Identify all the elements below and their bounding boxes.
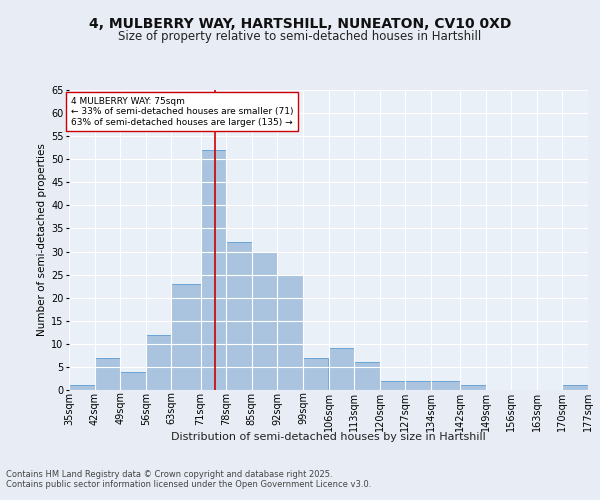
Text: 4, MULBERRY WAY, HARTSHILL, NUNEATON, CV10 0XD: 4, MULBERRY WAY, HARTSHILL, NUNEATON, CV… [89, 18, 511, 32]
Bar [146, 334, 172, 390]
Text: Size of property relative to semi-detached houses in Hartshill: Size of property relative to semi-detach… [118, 30, 482, 43]
Bar [277, 274, 303, 390]
Bar [172, 284, 200, 390]
Text: 4 MULBERRY WAY: 75sqm
← 33% of semi-detached houses are smaller (71)
63% of semi: 4 MULBERRY WAY: 75sqm ← 33% of semi-deta… [71, 97, 293, 126]
Bar [405, 381, 431, 390]
Bar [431, 381, 460, 390]
Bar [226, 242, 252, 390]
Bar [69, 386, 95, 390]
Text: Distribution of semi-detached houses by size in Hartshill: Distribution of semi-detached houses by … [172, 432, 486, 442]
Bar [562, 386, 588, 390]
Bar [303, 358, 329, 390]
Bar [329, 348, 354, 390]
Bar [120, 372, 146, 390]
Y-axis label: Number of semi-detached properties: Number of semi-detached properties [37, 144, 47, 336]
Bar [252, 252, 277, 390]
Text: Contains HM Land Registry data © Crown copyright and database right 2025.
Contai: Contains HM Land Registry data © Crown c… [6, 470, 371, 490]
Bar [200, 150, 226, 390]
Bar [95, 358, 120, 390]
Bar [460, 386, 485, 390]
Bar [354, 362, 380, 390]
Bar [380, 381, 405, 390]
